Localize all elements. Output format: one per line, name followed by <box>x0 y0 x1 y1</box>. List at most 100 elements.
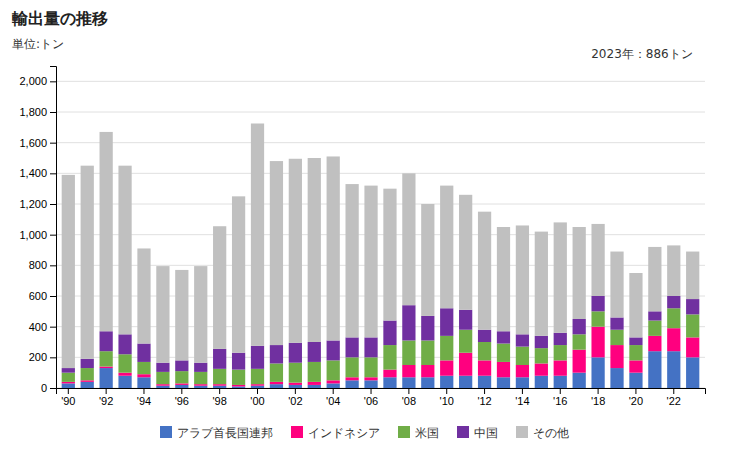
bar-segment <box>478 360 491 375</box>
bar-segment <box>554 360 567 375</box>
y-tick: 200 <box>29 351 56 363</box>
bar-segment <box>118 354 131 372</box>
x-tick-label: '06 <box>364 395 378 407</box>
x-tick-label: '12 <box>477 395 491 407</box>
y-tick-label: 200 <box>29 351 47 363</box>
grid-line <box>56 204 705 205</box>
y-tick-label: 1,400 <box>19 167 47 179</box>
bar-segment <box>573 319 586 334</box>
y-tick-mark <box>50 357 56 358</box>
legend-item: その他 <box>516 426 569 440</box>
x-tick: '92 <box>99 388 113 407</box>
bar-segment <box>62 373 75 382</box>
bar-segment <box>440 376 453 388</box>
bar-segment <box>289 383 302 385</box>
bar-segment <box>345 377 358 380</box>
bar-segment <box>62 382 75 384</box>
y-tick: 1,000 <box>19 229 56 241</box>
bar-segment <box>345 380 358 388</box>
grid-line <box>56 265 705 266</box>
bar-segment <box>251 124 264 346</box>
bar-segment <box>573 334 586 349</box>
bar-segment <box>516 334 529 346</box>
grid-line <box>56 296 705 297</box>
legend-label: 中国 <box>474 426 498 440</box>
bar-segment <box>440 308 453 336</box>
bar-segment <box>156 372 169 384</box>
bar-segment <box>516 225 529 334</box>
x-tick: '20 <box>629 388 643 407</box>
bar-segment <box>232 196 245 352</box>
x-axis-line <box>57 389 706 395</box>
x-tick: '18 <box>591 388 605 407</box>
bar-segment <box>118 334 131 354</box>
bar-segment <box>535 376 548 388</box>
x-tick: '96 <box>175 388 189 407</box>
x-tick-label: '96 <box>175 395 189 407</box>
bar-segment <box>383 345 396 370</box>
x-tick-label: '94 <box>137 395 151 407</box>
bar-segment <box>327 340 340 360</box>
legend-item: 米国 <box>398 426 439 440</box>
bar-segment <box>648 247 661 311</box>
legend-label: アラブ首長国連邦 <box>177 426 273 440</box>
bar-segment <box>440 336 453 361</box>
bar-segment <box>629 373 642 388</box>
y-tick-mark <box>50 296 56 297</box>
bar-segment <box>554 376 567 388</box>
bar-segment <box>535 232 548 336</box>
bar-segment <box>554 345 567 360</box>
y-tick: 1,200 <box>19 198 56 210</box>
legend-item: インドネシア <box>291 426 380 440</box>
y-tick-label: 600 <box>29 290 47 302</box>
bar-segment <box>232 370 245 385</box>
bar-segment <box>421 340 434 365</box>
bar-segment <box>364 186 377 338</box>
bar-segment <box>686 337 699 357</box>
bar-segment <box>686 357 699 388</box>
bar-segment <box>345 337 358 357</box>
x-tick: '00 <box>250 388 264 407</box>
bar-segment <box>100 351 113 366</box>
bar-segment <box>156 363 169 372</box>
annotation: 2023年：886トン <box>591 47 692 61</box>
bar-segment <box>516 347 529 365</box>
bar-segment <box>194 266 207 363</box>
bar-segment <box>648 336 661 351</box>
bar-segment <box>308 362 321 382</box>
y-tick-label: 0 <box>41 382 47 394</box>
bar-segment <box>345 184 358 337</box>
bar-segment <box>610 317 623 329</box>
chart: 輸出量の推移単位:トン'90'92'94'96'98'00'02'04'06'0… <box>0 0 729 450</box>
legend: アラブ首長国連邦 インドネシア 米国 中国 その他 <box>160 426 569 440</box>
bar-segment <box>251 386 264 388</box>
bar-segment <box>421 316 434 341</box>
grid-line <box>56 357 705 358</box>
x-tick-mark <box>673 388 674 394</box>
bar-segment <box>289 363 302 383</box>
x-tick-mark <box>333 388 334 394</box>
y-tick-label: 1,200 <box>19 198 47 210</box>
bar-segment <box>118 166 131 335</box>
bar-segment <box>156 384 169 386</box>
x-tick-mark <box>598 388 599 394</box>
bar-segment <box>213 384 226 386</box>
bar-segment <box>573 350 586 373</box>
bar-segment <box>308 385 321 388</box>
y-tick: 1,600 <box>19 137 56 149</box>
bar-segment <box>383 189 396 321</box>
bar-segment <box>667 308 680 328</box>
legend-swatch <box>291 426 303 438</box>
bar-segment <box>667 245 680 296</box>
bar-segment <box>81 166 94 359</box>
grid-line <box>56 326 705 327</box>
bar-segment <box>610 330 623 345</box>
bar-segment <box>175 270 188 360</box>
x-tick-mark <box>68 388 69 394</box>
x-tick: '04 <box>326 388 340 407</box>
bar-segment <box>591 224 604 296</box>
bar-segment <box>194 372 207 384</box>
x-tick-mark <box>371 388 372 394</box>
bar-segment <box>686 299 699 314</box>
series <box>62 124 700 369</box>
